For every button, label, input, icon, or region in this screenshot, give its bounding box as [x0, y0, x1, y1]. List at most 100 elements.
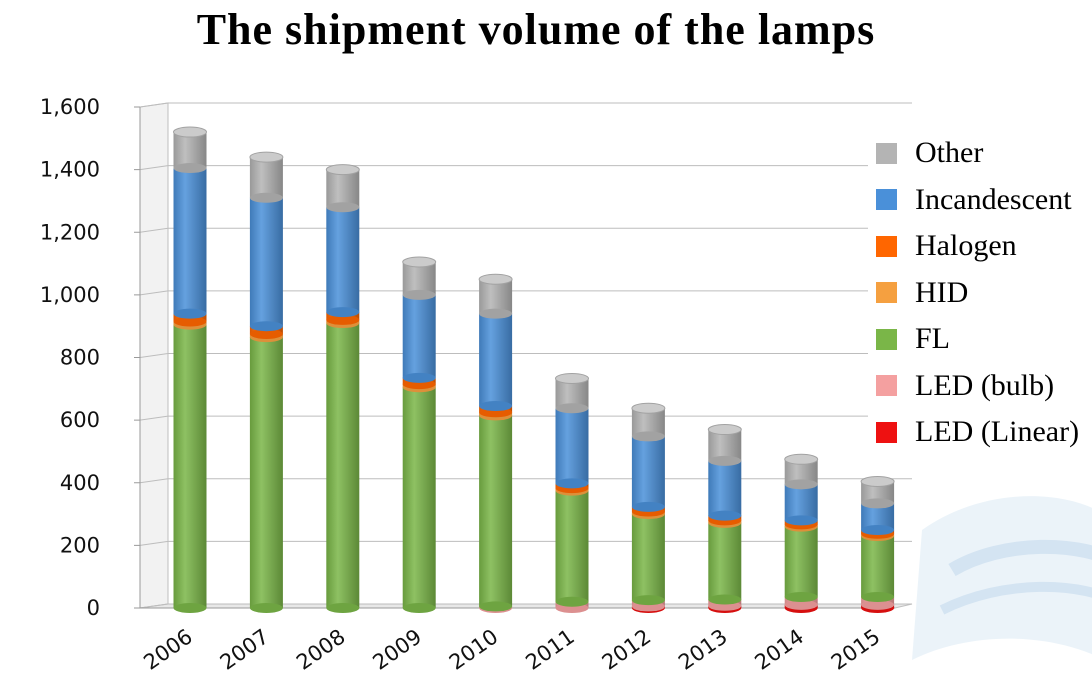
bar-2015 — [860, 475, 895, 613]
bar-segment-other-2015 — [861, 481, 895, 504]
x-tick-label: 2011 — [521, 624, 579, 674]
bar-segment-incandescent-2011 — [555, 408, 589, 484]
bar-top-cap — [555, 372, 589, 384]
segment-bottom-cap — [249, 321, 283, 332]
legend-label-fl: FL — [915, 322, 951, 356]
gridline-diagonal — [139, 102, 169, 108]
segment-bottom-cap — [861, 525, 895, 536]
segment-bottom-cap — [784, 479, 818, 490]
legend-swatch-hid — [876, 282, 897, 304]
segment-bottom-cap — [326, 202, 360, 213]
segment-bottom-cap — [631, 595, 665, 606]
segment-bottom-cap — [708, 455, 742, 466]
bar-top-cap — [631, 402, 666, 414]
legend-swatch-fl — [876, 328, 897, 350]
bar-2010 — [478, 273, 513, 613]
bar-2012 — [631, 402, 666, 613]
bar-segment-fl-2012 — [631, 514, 665, 601]
bar-segment-fl-2011 — [555, 490, 589, 602]
segment-bottom-cap — [173, 163, 207, 174]
bar-segment-fl-2013 — [708, 522, 742, 600]
bar-2007 — [249, 151, 284, 613]
legend-swatch-halogen — [876, 235, 897, 257]
segment-bottom-cap — [555, 478, 589, 489]
legend-item-halogen: Halogen — [868, 223, 1092, 270]
bar-segment-incandescent-2009 — [402, 294, 436, 378]
gridline-diagonal — [139, 227, 169, 233]
segment-bottom-cap — [326, 307, 360, 318]
segment-bottom-cap — [708, 594, 742, 605]
gridline-diagonal — [139, 415, 169, 421]
segment-bottom-cap — [173, 603, 207, 613]
legend-item-hid: HID — [868, 270, 1092, 317]
segment-bottom-cap — [479, 601, 513, 612]
segment-bottom-cap — [249, 329, 283, 340]
segment-bottom-cap — [479, 308, 513, 319]
gridline-diagonal — [139, 165, 169, 171]
y-tick-label: 800 — [60, 346, 100, 370]
segment-bottom-cap — [249, 192, 283, 203]
bar-segment-incandescent-2006 — [173, 168, 207, 314]
bar-top-cap — [784, 453, 819, 465]
y-tick-label: 1,200 — [40, 220, 100, 244]
legend-item-led-linear: LED (Linear) — [868, 409, 1092, 456]
y-tick-label: 200 — [60, 533, 100, 557]
segment-bottom-cap — [173, 316, 207, 327]
legend-swatch-incandescent — [876, 189, 897, 211]
x-tick-label: 2014 — [751, 624, 809, 674]
y-tick-label: 400 — [60, 471, 100, 495]
x-tick-label: 2008 — [292, 624, 350, 674]
bar-segment-incandescent-2010 — [479, 313, 513, 407]
bar-2013 — [707, 424, 742, 613]
x-tick-label: 2009 — [369, 624, 427, 674]
segment-bottom-cap — [326, 314, 360, 325]
legend-label-hid: HID — [915, 275, 969, 309]
legend-label-halogen: Halogen — [915, 229, 1017, 263]
bar-top-cap — [402, 256, 437, 268]
segment-bottom-cap — [555, 403, 589, 414]
segment-bottom-cap — [861, 498, 895, 509]
y-tick-label: 1,000 — [40, 283, 100, 307]
bar-top-cap — [325, 164, 360, 176]
gridline-diagonal — [139, 290, 169, 296]
bar-segment-incandescent-2012 — [631, 436, 665, 507]
y-tick-label: 600 — [60, 408, 100, 432]
bar-segment-incandescent-2007 — [249, 197, 283, 327]
segment-bottom-cap — [784, 515, 818, 526]
bar-segment-fl-2006 — [173, 324, 207, 608]
bar-segment-incandescent-2008 — [326, 207, 360, 313]
bar-top-cap — [173, 126, 207, 138]
legend-swatch-led-bulb — [876, 375, 897, 397]
segment-bottom-cap — [708, 510, 742, 521]
chart-title: The shipment volume of the lamps — [196, 5, 876, 54]
bar-top-cap — [478, 273, 513, 285]
gridline-diagonal — [139, 540, 169, 546]
bar-2009 — [402, 256, 437, 613]
bar-top-cap — [707, 424, 742, 436]
bar-segment-fl-2008 — [326, 323, 360, 608]
x-tick-label: 2006 — [139, 624, 197, 674]
x-tick-label: 2015 — [827, 624, 885, 674]
legend-item-other: Other — [868, 130, 1092, 177]
segment-bottom-cap — [479, 401, 513, 412]
bar-segment-other-2007 — [249, 157, 283, 198]
x-tick-label: 2012 — [598, 624, 656, 674]
legend-label-led-linear: LED (Linear) — [915, 415, 1080, 449]
segment-bottom-cap — [402, 603, 436, 613]
bar-top-cap — [249, 151, 284, 163]
legend-swatch-other — [876, 142, 897, 164]
bar-segment-incandescent-2014 — [784, 484, 818, 521]
bar-segment-incandescent-2013 — [708, 460, 742, 516]
bar-segment-fl-2009 — [402, 387, 436, 608]
segment-bottom-cap — [861, 592, 895, 603]
bar-segment-other-2006 — [173, 132, 207, 169]
segment-bottom-cap — [326, 603, 360, 613]
bar-segment-fl-2010 — [479, 415, 513, 607]
legend-label-incandescent: Incandescent — [915, 182, 1072, 216]
gridline-diagonal — [139, 603, 169, 609]
bar-segment-fl-2007 — [249, 337, 283, 608]
segment-bottom-cap — [402, 289, 436, 300]
bar-segment-fl-2015 — [861, 535, 895, 598]
legend-label-led-bulb: LED (bulb) — [915, 368, 1055, 402]
y-tick-label: 1,600 — [40, 95, 100, 119]
